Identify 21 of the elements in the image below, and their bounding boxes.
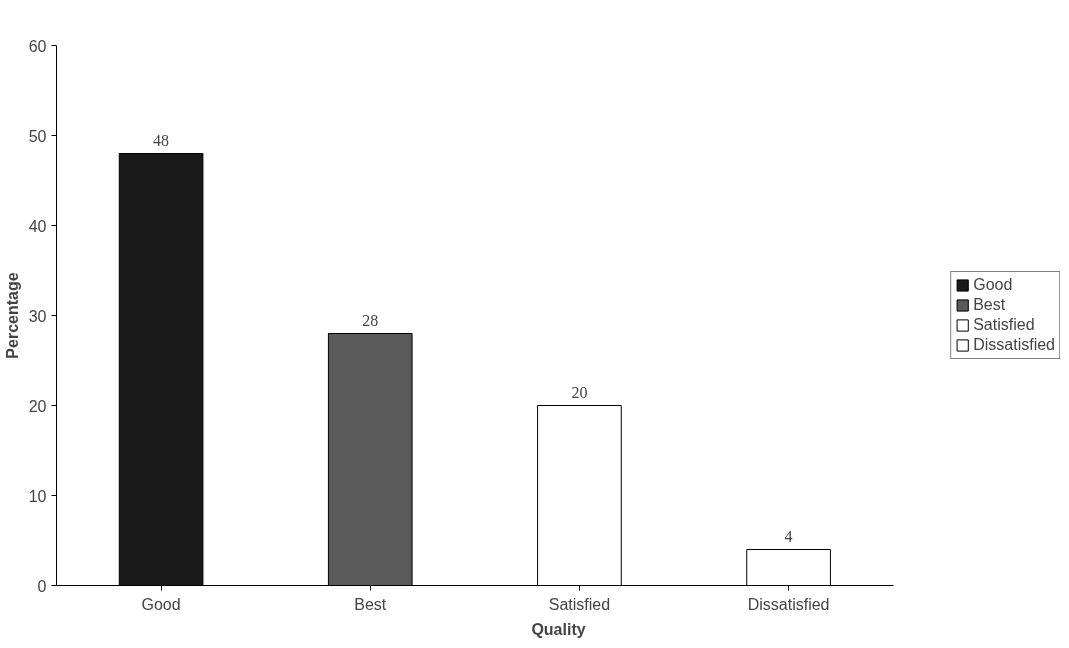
x-tick-label: Dissatisfied: [747, 595, 830, 613]
y-tick-label: 50: [28, 127, 47, 145]
y-tick-label: 60: [28, 37, 47, 55]
legend-label: Good: [973, 276, 1013, 294]
y-axis-title: Percentage: [3, 272, 21, 359]
y-tick-label: 10: [28, 487, 47, 505]
y-tick-label: 20: [28, 397, 47, 415]
x-tick-label: Good: [141, 595, 181, 613]
legend-label: Best: [973, 296, 1006, 314]
x-tick-label: Satisfied: [548, 595, 611, 613]
y-tick-label: 0: [37, 577, 47, 595]
data-label: 20: [571, 383, 588, 401]
legend-label: Dissatisfied: [973, 336, 1055, 354]
x-tick-label: Best: [354, 595, 387, 613]
data-label: 48: [153, 131, 170, 149]
data-label: 28: [362, 311, 379, 329]
y-tick-label: 40: [28, 217, 47, 235]
legend-label: Satisfied: [973, 316, 1035, 334]
data-label: 4: [784, 527, 793, 545]
y-tick-label: 30: [28, 307, 47, 325]
x-axis-title: Quality: [531, 620, 586, 638]
